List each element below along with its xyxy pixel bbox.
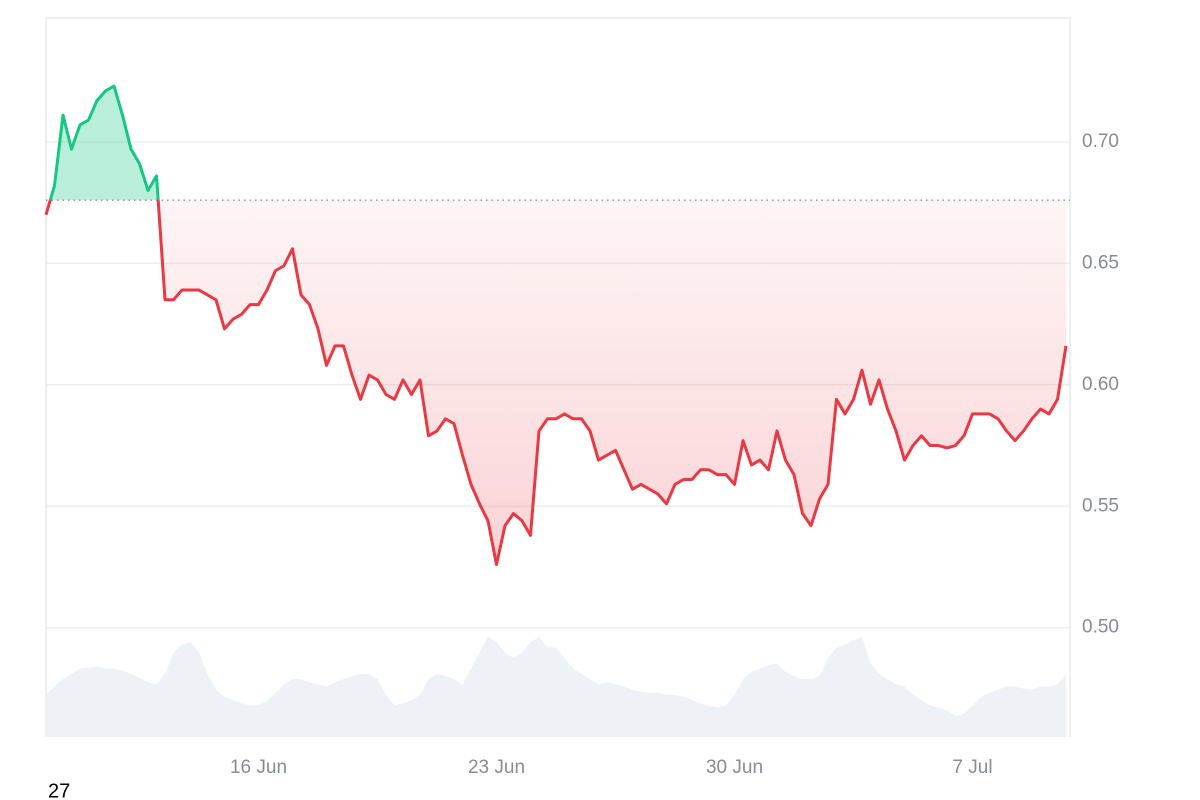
x-tick-label: 30 Jun — [706, 757, 763, 778]
y-tick-label: 0.55 — [1082, 495, 1119, 516]
y-tick-label: 0.50 — [1082, 617, 1119, 638]
footer-text: 27 — [48, 780, 70, 800]
y-tick-label: 0.70 — [1082, 131, 1119, 152]
plot-frame — [45, 17, 1071, 737]
area-down — [46, 200, 1066, 565]
x-tick-label: 16 Jun — [230, 757, 287, 778]
y-tick-label: 0.65 — [1082, 252, 1119, 273]
x-tick-label: 23 Jun — [468, 757, 525, 778]
x-tick-label: 7 Jul — [952, 757, 992, 778]
volume-area — [46, 637, 1066, 737]
y-tick-label: 0.60 — [1082, 374, 1119, 395]
price-line-down — [44, 200, 1068, 567]
